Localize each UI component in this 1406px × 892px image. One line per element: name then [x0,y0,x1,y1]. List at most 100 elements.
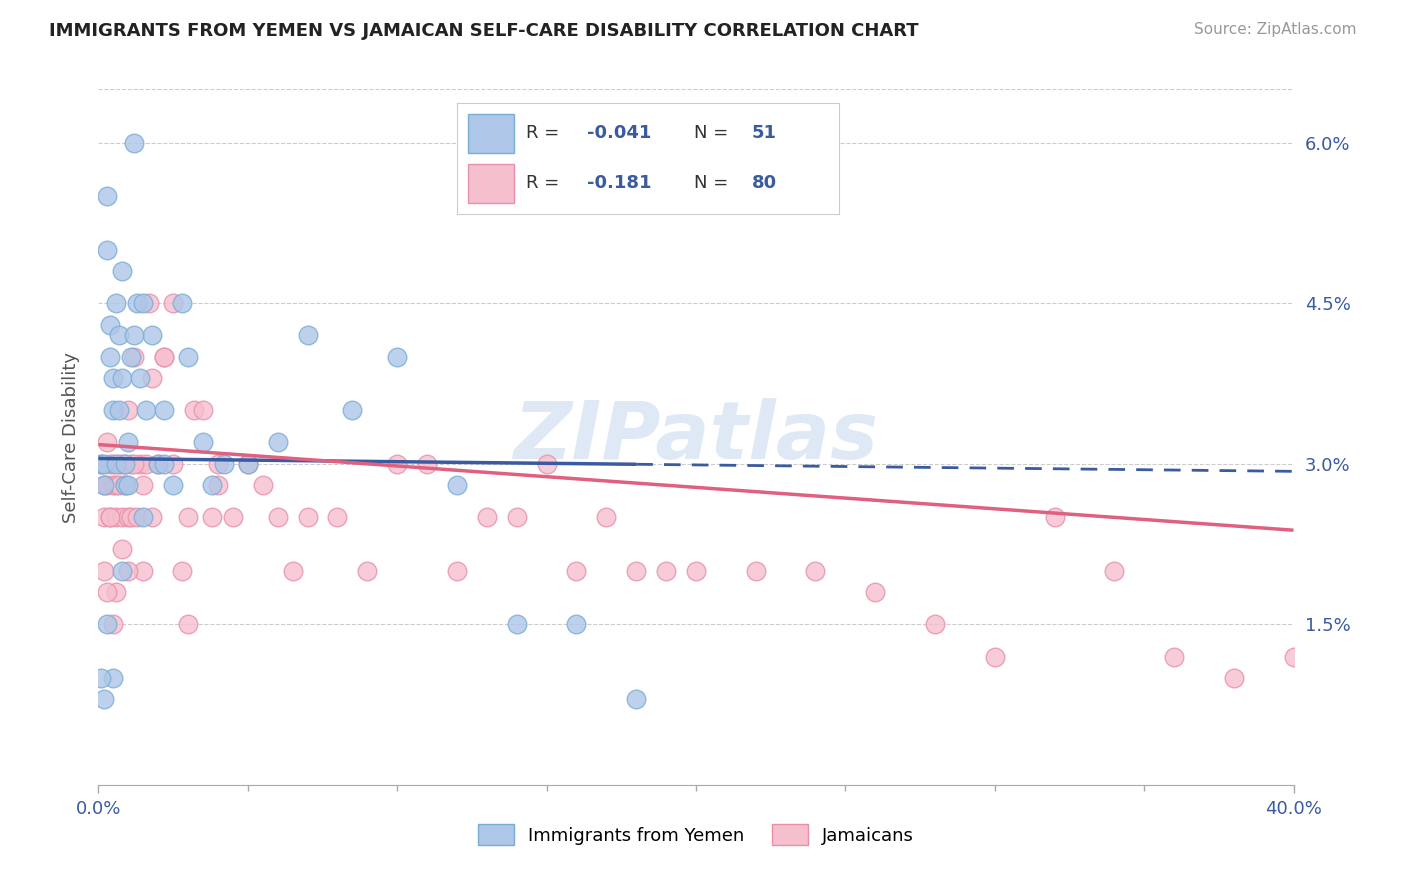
Point [132,296,155,310]
Point [98,510,122,524]
Point [90,457,112,471]
Point [148,457,170,471]
Point [297,510,319,524]
Point [183,403,205,417]
Point [162,457,184,471]
Point [105,457,128,471]
Point [98,318,122,332]
Point [90,457,112,471]
Point [127,510,149,524]
Point [267,510,290,524]
Point [201,510,224,524]
Point [138,296,160,310]
Point [207,457,229,471]
Point [124,457,146,471]
Point [153,457,176,471]
Point [111,542,134,557]
Point [1043,510,1066,524]
Point [127,296,149,310]
Point [252,478,274,492]
Point [141,371,163,385]
Text: ZIPatlas: ZIPatlas [513,398,879,476]
Point [446,564,468,578]
Point [281,564,304,578]
Point [120,510,142,524]
Point [96,478,118,492]
Point [385,457,409,471]
Point [117,564,139,578]
Point [93,510,115,524]
Point [267,435,290,450]
Point [865,585,887,599]
Point [117,478,139,492]
Point [103,617,125,632]
Point [108,478,131,492]
Point [120,350,142,364]
Point [177,510,200,524]
Point [162,296,184,310]
Point [141,328,163,343]
Point [96,435,118,450]
Point [108,403,131,417]
Point [446,478,468,492]
Point [103,371,125,385]
Point [416,457,439,471]
Point [114,457,136,471]
Point [114,478,136,492]
Point [506,510,529,524]
Point [172,564,194,578]
Point [105,585,128,599]
Point [177,617,200,632]
Point [111,457,134,471]
Point [98,457,122,471]
Point [984,649,1007,664]
Point [222,510,245,524]
Point [111,510,134,524]
Point [565,617,588,632]
Point [93,478,115,492]
Point [626,692,648,706]
Point [117,403,139,417]
Point [385,350,409,364]
Point [120,457,142,471]
Point [114,478,136,492]
Point [117,510,139,524]
Point [124,328,146,343]
Point [114,457,136,471]
Point [804,564,827,578]
Point [141,510,163,524]
Point [1282,649,1305,664]
Point [132,510,155,524]
Point [124,136,146,150]
Point [326,510,349,524]
Point [745,564,768,578]
Point [135,457,157,471]
Point [132,564,155,578]
Point [506,617,529,632]
Point [117,435,139,450]
Point [105,510,128,524]
Point [124,350,146,364]
Point [148,457,170,471]
Point [201,478,224,492]
Point [93,564,115,578]
Point [565,564,588,578]
Point [93,457,115,471]
Point [1104,564,1126,578]
Point [135,403,157,417]
Point [153,403,176,417]
Point [132,478,155,492]
Point [111,371,134,385]
Point [111,564,134,578]
Point [191,435,214,450]
Point [236,457,259,471]
Point [111,264,134,278]
Point [685,564,707,578]
Point [93,692,115,706]
Point [103,403,125,417]
Point [98,350,122,364]
Point [105,296,128,310]
Point [475,510,498,524]
Point [297,328,319,343]
Point [207,478,229,492]
